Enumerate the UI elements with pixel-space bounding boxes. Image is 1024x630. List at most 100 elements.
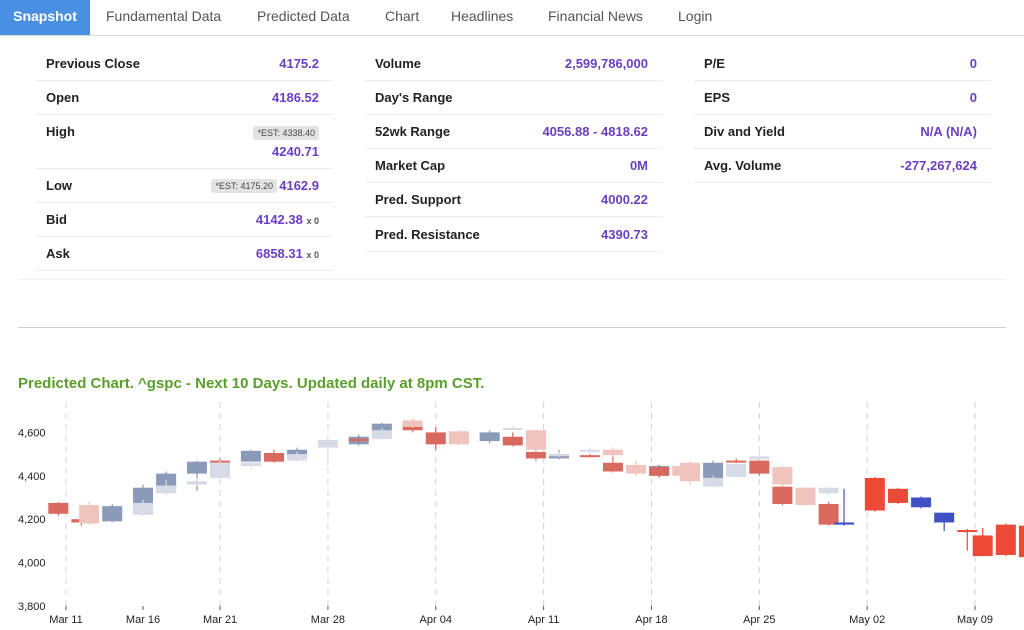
bid-label: Bid [46,212,67,227]
candle-body [525,430,546,450]
candle-body [479,432,500,442]
low-est-badge: *EST: 4175.20 [211,179,277,193]
candle-body [240,450,261,462]
pe-label: P/E [704,56,725,71]
row-high: High *EST: 4338.40 4240.71 [36,115,333,169]
predicted-candlestick-chart: 3,800 4,000 4,200 4,400 4,600 Mar 11 Mar 16 Mar… [18,402,1024,626]
tab-financial-news[interactable]: Financial News [548,8,643,24]
row-open: Open 4186.52 [36,81,333,115]
candle-body [703,462,724,478]
ask-label: Ask [46,246,70,261]
pred-resistance-label: Pred. Resistance [375,227,480,242]
candle-body [348,438,369,442]
candle-body [502,436,523,446]
candle-body [911,497,932,508]
candle-body [795,487,816,506]
row-pe: P/E 0 [694,47,991,81]
candle-body [102,506,123,522]
candle-body [156,485,177,494]
high-est-badge: *EST: 4338.40 [253,126,319,140]
candle-body [133,502,154,515]
y-tick-label: 3,800 [18,601,46,613]
candle-body [957,530,978,533]
candle-body [502,428,523,431]
y-tick-label: 4,000 [18,558,46,570]
candle-body [1018,525,1024,558]
divider [18,279,1006,280]
open-value: 4186.52 [272,90,319,105]
x-tick-label: Mar 28 [311,614,345,626]
pred-support-label: Pred. Support [375,192,461,207]
avg-volume-value: -277,267,624 [900,158,977,173]
bid-size: x 0 [306,216,319,226]
x-tick-label: Apr 25 [743,614,775,626]
pred-resistance-value: 4390.73 [601,227,648,242]
candle-body [726,460,747,463]
candle-body [317,439,338,448]
x-tick-label: Mar 11 [49,614,82,626]
y-tick-label: 4,600 [18,427,46,439]
candle-body [649,467,670,476]
candle-body [186,481,207,485]
row-low: Low *EST: 4175.20 4162.9 [36,169,333,203]
tab-predicted-data[interactable]: Predicted Data [257,8,350,24]
candle-body [371,430,392,439]
candle-body [210,462,231,478]
candle-body [818,504,839,525]
tab-headlines[interactable]: Headlines [451,8,514,24]
high-value: 4240.71 [272,144,319,159]
tab-bar: Snapshot Fundamental Data Predicted Data… [0,0,1024,36]
candle-body [186,461,207,474]
candle-body [448,431,469,445]
row-eps: EPS 0 [694,81,991,115]
chart-title: Predicted Chart. ^gspc - Next 10 Days. U… [18,375,485,392]
x-tick-label: Apr 18 [635,614,667,626]
candle-body [602,462,623,472]
y-tick-label: 4,200 [18,514,46,526]
market-cap-value: 0M [629,158,648,173]
previous-close-value: 4175.2 [279,56,319,71]
candle-body [749,460,770,474]
tab-fundamental-data[interactable]: Fundamental Data [106,8,222,24]
row-pred-resistance: Pred. Resistance 4390.73 [365,218,662,252]
candle-body [749,456,770,460]
candle-body [995,524,1016,555]
x-tick-label: May 02 [849,614,885,626]
high-label: High [46,124,75,139]
volume-value: 2,599,786,000 [564,56,648,71]
52wk-range-label: 52wk Range [375,124,451,139]
candle-body [972,535,993,557]
row-52wk-range: 52wk Range 4056.88 - 4818.62 [365,115,662,149]
candle-body [626,464,647,474]
52wk-range-value: 4056.88 - 4818.62 [542,124,648,139]
tab-chart[interactable]: Chart [385,8,420,24]
candle-body [579,449,600,452]
candle-body [48,502,69,514]
candle-body [133,487,154,504]
y-tick-label: 4,400 [18,471,46,483]
candle-body [864,477,885,511]
low-value: 4162.9 [279,178,319,193]
divider [18,327,1006,328]
candle-body [602,449,623,456]
candle-body [240,462,261,467]
tab-login[interactable]: Login [678,8,713,24]
candle-body [525,451,546,459]
open-label: Open [46,90,80,105]
candle-body [726,463,747,477]
row-avg-volume: Avg. Volume -277,267,624 [694,149,991,183]
row-days-range: Day's Range [365,81,662,115]
low-label: Low [46,178,72,193]
ask-value: 6858.31 [255,246,303,261]
row-market-cap: Market Cap 0M [365,149,662,183]
ask-value-group: 6858.31 x 0 [256,246,319,261]
eps-label: EPS [704,90,731,105]
eps-value: 0 [969,90,977,105]
x-tick-label: Mar 21 [203,614,237,626]
candle-body [834,522,855,525]
days-range-label: Day's Range [375,90,453,105]
row-pred-support: Pred. Support 4000.22 [365,183,662,217]
tab-snapshot[interactable]: Snapshot [0,0,90,35]
previous-close-label: Previous Close [46,56,140,71]
avg-volume-label: Avg. Volume [704,158,782,173]
